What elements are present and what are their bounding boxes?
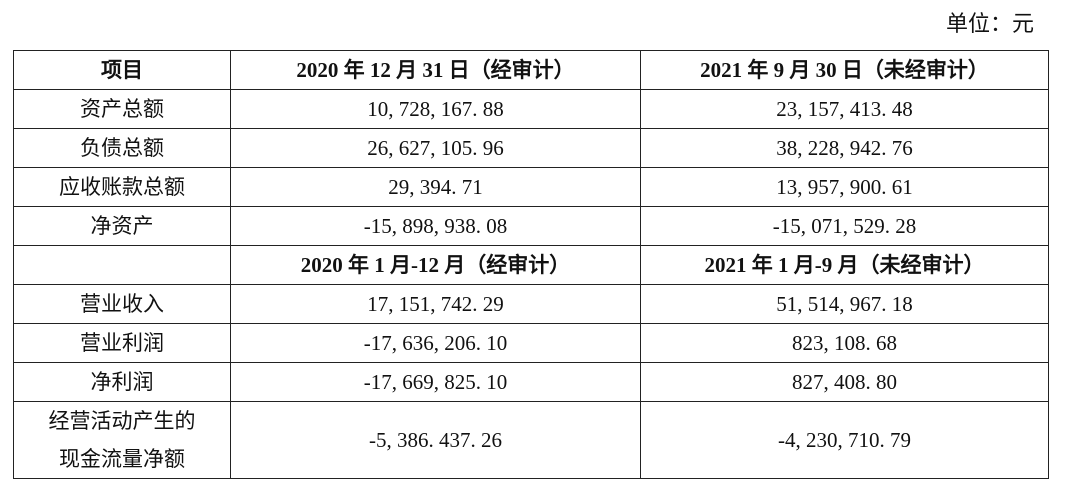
cell-line: 现金流量净额 xyxy=(59,447,185,471)
table-cell xyxy=(13,245,231,285)
table-cell: 827, 408. 80 xyxy=(640,362,1049,402)
table-cell: -15, 898, 938. 08 xyxy=(230,206,641,246)
table-cell: 2021 年 1 月-9 月（未经审计） xyxy=(640,245,1049,285)
data-row: 净利润 -17, 669, 825. 10 827, 408. 80 xyxy=(13,362,1049,402)
table-cell: 2020 年 12 月 31 日（经审计） xyxy=(230,50,641,90)
table-cell: 38, 228, 942. 76 xyxy=(640,128,1049,168)
table-cell: 26, 627, 105. 96 xyxy=(230,128,641,168)
table-cell: 29, 394. 71 xyxy=(230,167,641,207)
table-cell: 2020 年 1 月-12 月（经审计） xyxy=(230,245,641,285)
table-cell: 应收账款总额 xyxy=(13,167,231,207)
cell-line: 经营活动产生的 xyxy=(48,409,196,433)
header-row: 项目 2020 年 12 月 31 日（经审计） 2021 年 9 月 30 日（未… xyxy=(13,50,1049,90)
table-cell: -4, 230, 710. 79 xyxy=(640,401,1049,479)
table-cell: 823, 108. 68 xyxy=(640,323,1049,363)
table-cell: 项目 xyxy=(13,50,231,90)
table-cell: 23, 157, 413. 48 xyxy=(640,89,1049,129)
subheader-row: 2020 年 1 月-12 月（经审计） 2021 年 1 月-9 月（未经审计） xyxy=(13,245,1049,285)
financial-table: 项目 2020 年 12 月 31 日（经审计） 2021 年 9 月 30 日（未… xyxy=(13,50,1049,479)
data-row: 营业收入 17, 151, 742. 29 51, 514, 967. 18 xyxy=(13,284,1049,324)
table-cell: 净利润 xyxy=(13,362,231,402)
data-row: 经营活动产生的 现金流量净额 -5, 386. 437. 26 -4, 230, 71… xyxy=(13,401,1049,479)
table-cell: 营业收入 xyxy=(13,284,231,324)
table-cell: 13, 957, 900. 61 xyxy=(640,167,1049,207)
data-row: 净资产 -15, 898, 938. 08 -15, 071, 529. 28 xyxy=(13,206,1049,246)
table-cell: 17, 151, 742. 29 xyxy=(230,284,641,324)
table-cell: -17, 636, 206. 10 xyxy=(230,323,641,363)
table-cell: -17, 669, 825. 10 xyxy=(230,362,641,402)
table-cell: 经营活动产生的 现金流量净额 xyxy=(13,401,231,479)
data-row: 资产总额 10, 728, 167. 88 23, 157, 413. 48 xyxy=(13,89,1049,129)
table-cell: 负债总额 xyxy=(13,128,231,168)
table-cell: 51, 514, 967. 18 xyxy=(640,284,1049,324)
data-row: 负债总额 26, 627, 105. 96 38, 228, 942. 76 xyxy=(13,128,1049,168)
table-cell: 2021 年 9 月 30 日（未经审计） xyxy=(640,50,1049,90)
table-cell: 资产总额 xyxy=(13,89,231,129)
table-cell: -5, 386. 437. 26 xyxy=(230,401,641,479)
unit-label: 单位：元 xyxy=(945,11,1034,36)
data-row: 营业利润 -17, 636, 206. 10 823, 108. 68 xyxy=(13,323,1049,363)
table-cell: 净资产 xyxy=(13,206,231,246)
table-cell: -15, 071, 529. 28 xyxy=(640,206,1049,246)
table-cell: 10, 728, 167. 88 xyxy=(230,89,641,129)
table-cell: 营业利润 xyxy=(13,323,231,363)
data-row: 应收账款总额 29, 394. 71 13, 957, 900. 61 xyxy=(13,167,1049,207)
